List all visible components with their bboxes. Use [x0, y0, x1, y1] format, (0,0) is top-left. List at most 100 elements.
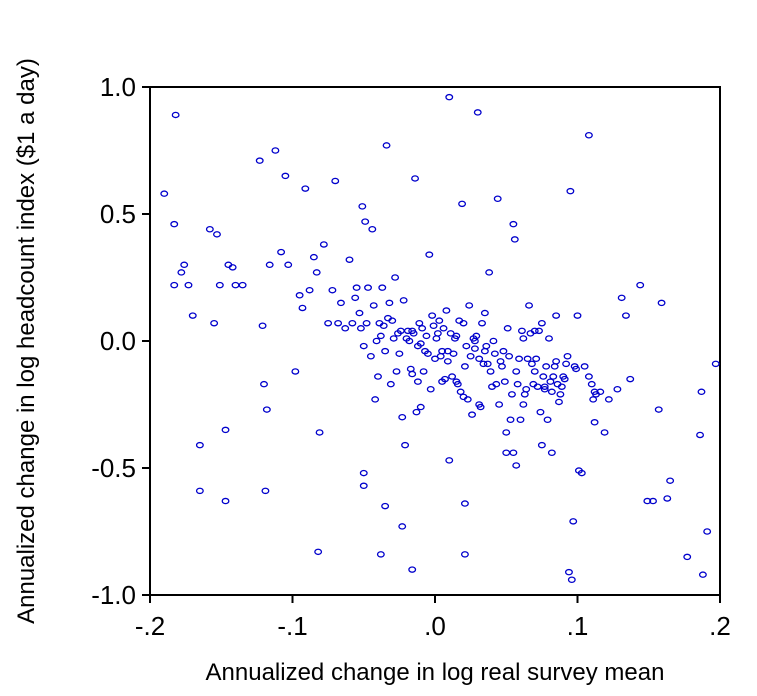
data-point: [522, 386, 531, 393]
data-point: [352, 284, 361, 291]
data-point: [552, 358, 561, 365]
data-point: [405, 337, 414, 345]
y-tick-label: 0.5: [100, 199, 136, 229]
data-point: [170, 281, 179, 289]
data-point: [560, 375, 569, 383]
data-point: [468, 411, 476, 418]
data-point: [369, 302, 378, 309]
data-point: [530, 368, 539, 375]
data-point: [381, 347, 390, 355]
data-point: [475, 401, 484, 408]
data-point: [613, 386, 622, 393]
data-point: [442, 307, 451, 314]
data-point: [698, 571, 707, 578]
data-point: [221, 426, 230, 434]
data-point: [359, 342, 368, 350]
data-point: [295, 292, 304, 299]
data-point: [334, 319, 343, 327]
data-point: [392, 368, 401, 375]
data-point: [345, 256, 354, 263]
data-point: [314, 548, 323, 556]
data-point: [566, 187, 575, 195]
data-point: [456, 388, 465, 396]
data-point: [495, 401, 504, 408]
data-point: [565, 568, 573, 576]
data-point: [160, 190, 169, 197]
data-point: [376, 332, 385, 340]
data-point: [238, 281, 247, 289]
data-point: [277, 248, 286, 256]
data-point: [703, 528, 712, 535]
data-point: [549, 373, 558, 380]
data-point: [557, 383, 566, 390]
data-point: [324, 319, 333, 327]
data-point: [385, 299, 394, 307]
y-tick-label: -1.0: [91, 580, 136, 610]
data-point: [412, 408, 421, 416]
data-point: [411, 175, 419, 182]
data-point: [519, 335, 528, 342]
data-point: [260, 380, 268, 388]
data-point: [657, 299, 666, 307]
data-point: [452, 332, 461, 340]
data-point: [483, 360, 492, 368]
data-point: [171, 111, 180, 119]
data-point: [265, 261, 274, 269]
data-point: [398, 413, 407, 421]
data-point: [423, 350, 432, 357]
data-point: [213, 231, 221, 238]
data-point: [643, 497, 652, 505]
data-point: [492, 380, 501, 388]
data-point: [301, 185, 310, 192]
data-point: [262, 406, 271, 413]
data-point: [388, 317, 397, 324]
data-point: [436, 352, 445, 360]
x-tick-label: -.1: [277, 611, 307, 641]
x-tick-label: .2: [709, 611, 731, 641]
data-point: [298, 304, 307, 312]
data-point: [341, 325, 350, 332]
data-point: [448, 373, 457, 380]
data-point: [505, 352, 514, 360]
data-point: [683, 553, 692, 561]
data-point: [261, 487, 270, 495]
data-point: [516, 416, 525, 423]
data-point: [215, 281, 224, 289]
data-point: [366, 352, 375, 360]
data-point: [428, 312, 437, 319]
data-point: [547, 449, 556, 457]
y-axis-label: Annualized change in log headcount index…: [13, 58, 40, 624]
data-point: [362, 319, 371, 327]
data-point: [535, 327, 543, 335]
data-point: [622, 312, 630, 319]
data-point: [331, 177, 340, 185]
y-axis-ticks: -1.0 -0.5 0.0 0.5 1.0: [91, 72, 150, 610]
data-point: [475, 355, 484, 363]
data-point: [546, 378, 555, 385]
data-point: [372, 337, 381, 345]
data-point: [376, 551, 385, 558]
data-point: [459, 319, 468, 327]
data-point: [284, 261, 293, 269]
data-point: [562, 360, 571, 368]
data-point: [255, 157, 264, 164]
data-point: [520, 391, 529, 398]
data-point: [337, 299, 345, 307]
data-point: [523, 355, 532, 363]
data-point: [408, 566, 417, 573]
data-point: [281, 172, 290, 180]
data-point: [502, 449, 511, 457]
data-point: [506, 416, 515, 423]
data-point: [381, 502, 390, 510]
data-point: [361, 218, 370, 225]
data-point: [415, 319, 424, 327]
data-point: [391, 274, 400, 281]
data-point: [489, 337, 498, 345]
data-point: [513, 380, 522, 388]
data-point: [398, 523, 407, 530]
data-point: [519, 401, 528, 408]
data-point: [221, 497, 230, 505]
data-point: [536, 408, 545, 416]
data-point: [577, 469, 586, 477]
data-point: [368, 225, 377, 233]
